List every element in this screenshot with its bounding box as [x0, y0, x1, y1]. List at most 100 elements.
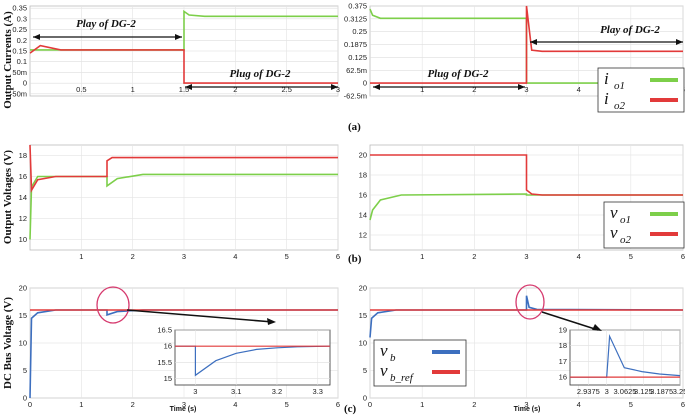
ytick-label: 0.15	[12, 47, 27, 56]
ytick-label: 10	[19, 235, 27, 244]
ytick-label: 20	[359, 151, 367, 160]
xtick-label: 3.0625	[614, 387, 637, 396]
xtick-label: 3	[524, 252, 528, 261]
xtick-label: 5	[629, 400, 633, 409]
annotation-play-text-right: Play of DG-2	[600, 24, 660, 36]
zoom-highlight-right	[515, 284, 602, 331]
ytick-label: 12	[19, 214, 27, 223]
panel-label-a: (a)	[348, 121, 361, 133]
xtick-label: 2	[472, 400, 476, 409]
xtick-label: 3.125	[634, 387, 653, 396]
annotation-plug-text-right: Plug of DG-2	[427, 68, 489, 80]
xtick-label: 6	[681, 400, 685, 409]
ylabel-voltages: Output Voltages (V)	[2, 150, 14, 244]
ytick-label: 0.375	[348, 2, 367, 11]
xtick-label: 3	[524, 400, 528, 409]
xtick-label: 0.5	[76, 85, 86, 94]
ytick-label: -50m	[10, 89, 27, 98]
series-line-io1	[369, 8, 683, 84]
xtick-label: 3	[182, 252, 186, 261]
legend-label-voltages: v	[610, 203, 618, 222]
ytick-label: 15	[359, 311, 367, 320]
ytick-label: 14	[359, 211, 367, 220]
panel-label-c: (c)	[344, 403, 357, 415]
ytick-label: 15.5	[157, 358, 172, 367]
zoom-highlight-left	[96, 286, 276, 325]
xtick-label: 2	[131, 400, 135, 409]
ytick-label: 19	[559, 326, 567, 335]
series-line-vo2	[370, 154, 683, 196]
xtick-label: 2	[472, 85, 476, 94]
xtick-label: 4	[233, 400, 237, 409]
ytick-label: 14	[19, 193, 27, 202]
xlabel-right: Time (s)	[514, 406, 541, 413]
legend-label-currents: i	[604, 69, 609, 88]
ylabel-bus: DC Bus Voltage (V)	[2, 297, 14, 389]
ytick-label: 62.5m	[346, 66, 367, 75]
xtick-label: 1	[79, 400, 83, 409]
ytick-label: 18	[19, 151, 27, 160]
ytick-label: 16	[359, 191, 367, 200]
xtick-label: 1	[420, 400, 424, 409]
ytick-label: 18	[559, 341, 567, 350]
ytick-label: 18	[359, 171, 367, 180]
annotation-play-right: Play of DG-2	[530, 24, 683, 45]
xtick-label: 4	[577, 85, 581, 94]
legend-bus: v bv b_ref	[373, 339, 467, 387]
ytick-label: 10	[359, 339, 367, 348]
ytick-label: 0.125	[348, 53, 367, 62]
legend-box-voltages	[603, 201, 685, 249]
ytick-label: 16	[19, 172, 27, 181]
ytick-label: 5	[23, 366, 27, 375]
legend-voltages: v o1v o2	[603, 201, 685, 249]
ytick-label: -62.5m	[344, 92, 367, 101]
ytick-label: 0.3	[17, 14, 27, 23]
ytick-label: 0	[363, 79, 367, 88]
ytick-label: 20	[359, 284, 367, 293]
xtick-label: 1	[420, 252, 424, 261]
ytick-label: 0	[363, 394, 367, 403]
xtick-label: 3.3	[313, 387, 323, 396]
ytick-label: 50m	[12, 68, 27, 77]
xtick-label: 3	[193, 387, 197, 396]
ytick-label: 17	[559, 357, 567, 366]
legend-box-currents	[597, 67, 685, 113]
ytick-label: 16	[164, 342, 172, 351]
xtick-label: 4	[577, 252, 581, 261]
legend-label-bus: v	[380, 341, 388, 360]
xtick-label: 1.5	[179, 85, 189, 94]
xtick-label: 2.9375	[577, 387, 600, 396]
xtick-label: 2	[233, 85, 237, 94]
ylabel-currents: Output Currents (A)	[2, 11, 14, 109]
panel-label-b: (b)	[348, 253, 362, 265]
legend-currents: i o1 i o2	[597, 67, 685, 113]
annotation-plug-right: Plug of DG-2	[373, 68, 525, 90]
xtick-label: 3	[605, 387, 609, 396]
ytick-label: 12	[359, 231, 367, 240]
xtick-label: 3	[524, 85, 528, 94]
legend-sub-bus: b	[390, 352, 396, 364]
xtick-label: 5	[285, 252, 289, 261]
series-line-io2	[370, 5, 683, 84]
legend-label-currents: i	[604, 89, 609, 108]
xtick-label: 6	[336, 400, 340, 409]
legend-sub-currents: o2	[614, 100, 626, 112]
ytick-label: 5	[363, 366, 367, 375]
xtick-label: 1	[131, 85, 135, 94]
xtick-label: 1	[79, 252, 83, 261]
annotation-play-left: Play of DG-2	[33, 18, 182, 40]
ytick-label: 0.35	[12, 4, 27, 13]
ytick-label: 10	[19, 339, 27, 348]
xtick-label: 2.5	[281, 85, 291, 94]
xtick-label: 6	[681, 252, 685, 261]
series-line-vb	[175, 345, 331, 377]
xtick-label: 1	[420, 85, 424, 94]
ytick-label: 0.1	[17, 57, 27, 66]
xtick-label: 3.2	[272, 387, 282, 396]
legend-box-bus	[373, 339, 467, 387]
